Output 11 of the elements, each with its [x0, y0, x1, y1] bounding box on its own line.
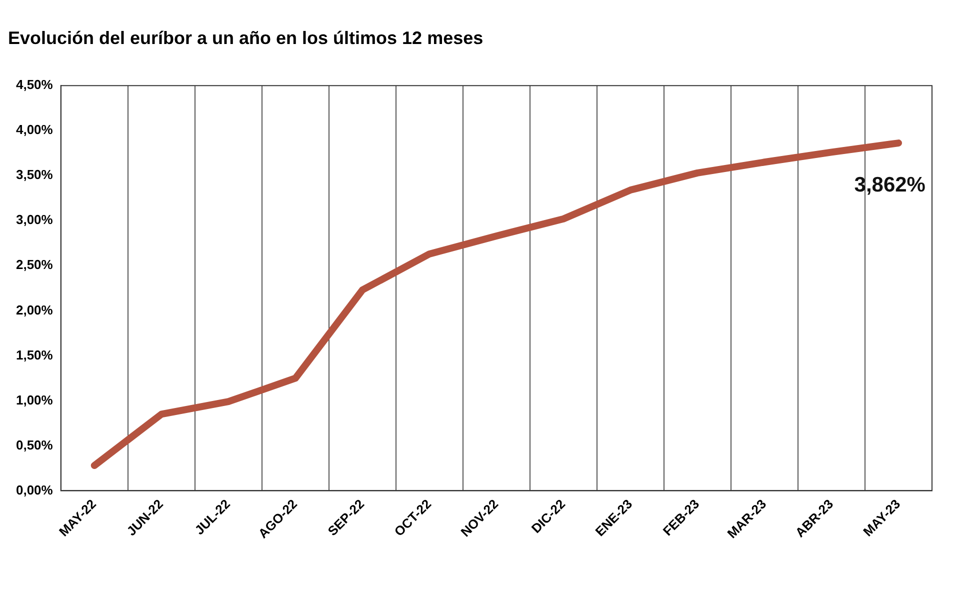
y-tick-label: 0,50% — [16, 437, 54, 452]
y-tick-label: 3,00% — [16, 212, 54, 228]
y-tick-label: 0,00% — [16, 482, 54, 498]
y-tick-label: 4,00% — [16, 122, 54, 138]
y-tick-label: 1,00% — [16, 392, 54, 408]
y-tick-label: 3,50% — [16, 167, 54, 182]
y-tick-label: 1,50% — [16, 347, 54, 362]
chart-title: Evolución del euríbor a un año en los últimos 12 meses — [8, 28, 484, 48]
y-tick-label: 2,00% — [16, 302, 54, 318]
y-tick-label: 2,50% — [16, 257, 54, 272]
y-tick-label: 4,50% — [16, 77, 54, 92]
